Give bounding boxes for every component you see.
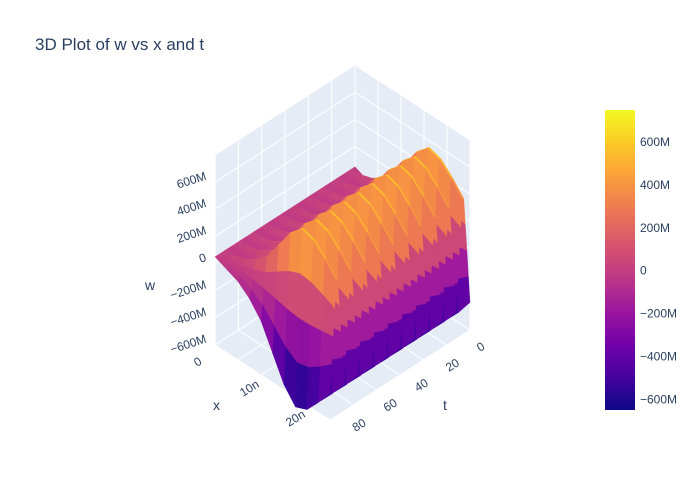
colorbar-tick-label: 200M bbox=[640, 221, 670, 235]
t-tick-label: 40 bbox=[412, 375, 431, 394]
grid-line bbox=[214, 91, 356, 183]
colorbar-tick-label: −200M bbox=[640, 307, 677, 321]
t-tick-label: 0 bbox=[474, 339, 487, 355]
w-tick-label: 400M bbox=[175, 196, 208, 219]
surface-facet bbox=[295, 362, 309, 410]
t-tick-label: 80 bbox=[350, 415, 369, 434]
w-tick-label: 0 bbox=[197, 250, 208, 265]
w-tick-label: 200M bbox=[175, 223, 208, 246]
x-tick-label: 0 bbox=[191, 354, 204, 370]
colorbar-tick-label: 400M bbox=[640, 178, 670, 192]
w-tick-label: −200M bbox=[168, 277, 208, 302]
w-tick-label: −400M bbox=[168, 305, 208, 330]
colorbar-tick-label: 0 bbox=[640, 264, 647, 278]
w-tick-label: 600M bbox=[175, 169, 208, 192]
surface-facet bbox=[319, 330, 334, 367]
grid-line bbox=[214, 64, 356, 156]
x-tick-label: 10n bbox=[237, 377, 261, 399]
surface-facet bbox=[296, 317, 311, 368]
3d-scene[interactable]: 0 10n 20n 0 20 40 60 80 −600M−400M −200M 0 200M 400M… bbox=[168, 64, 488, 435]
grid-line bbox=[214, 344, 331, 421]
grid-line bbox=[354, 64, 471, 141]
surface-facet bbox=[318, 364, 332, 403]
t-tick-label: 20 bbox=[443, 355, 462, 374]
grid-line bbox=[214, 118, 356, 210]
colorbar-tick-label: 600M bbox=[640, 135, 670, 149]
surface-mesh bbox=[214, 146, 471, 410]
w-tick-label: −600M bbox=[168, 332, 208, 357]
colorbar-ticks: 600M 400M 200M 0 −200M −400M −600M bbox=[640, 135, 677, 406]
grid-line bbox=[214, 146, 356, 237]
w-axis-title: w bbox=[144, 277, 156, 293]
colorbar-tick-label: −600M bbox=[640, 392, 677, 406]
surface-facet bbox=[308, 324, 322, 368]
colorbar-tick-label: −400M bbox=[640, 349, 677, 363]
colorbar: 600M 400M 200M 0 −200M −400M −600M bbox=[605, 110, 677, 410]
x-axis-title: x bbox=[213, 397, 220, 413]
surface-facet bbox=[288, 229, 302, 274]
chart-title: 3D Plot of w vs x and t bbox=[35, 35, 204, 54]
surface-facet bbox=[298, 273, 312, 326]
t-tick-label: 60 bbox=[381, 395, 400, 414]
t-axis-title: t bbox=[443, 397, 447, 413]
grid-line bbox=[354, 91, 471, 168]
x-tick-label: 20n bbox=[283, 407, 307, 429]
colorbar-gradient bbox=[605, 110, 635, 410]
